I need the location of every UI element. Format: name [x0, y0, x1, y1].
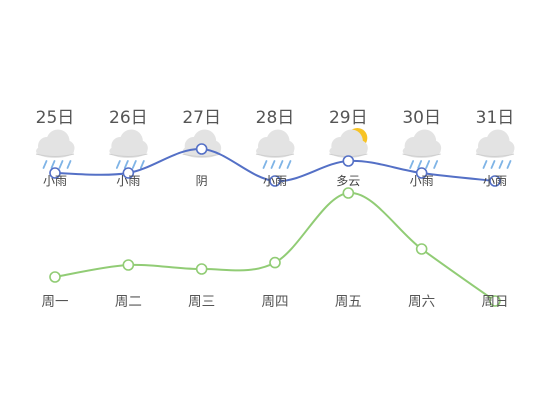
- weekday-label: 周五: [335, 294, 362, 310]
- low-temp-point: [415, 243, 428, 255]
- date-label: 26日: [109, 108, 148, 128]
- low-temp-line: [54, 191, 496, 302]
- light-rain-icon: [35, 129, 75, 169]
- low-temp-point: [342, 187, 355, 199]
- low-temp-point: [122, 259, 135, 271]
- date-label: 31日: [476, 108, 515, 128]
- weather-label: 小雨: [263, 174, 287, 188]
- weather-label: 多云: [336, 174, 360, 188]
- low-temp-point: [489, 295, 501, 307]
- date-label: 27日: [182, 108, 221, 128]
- weekday-label: 周四: [261, 294, 288, 310]
- weekday-label: 周二: [115, 294, 142, 310]
- date-label: 29日: [329, 108, 368, 128]
- light-rain-icon: [109, 129, 148, 169]
- high-temp-point: [195, 143, 208, 155]
- weekday-label: 周日: [481, 294, 508, 310]
- date-label: 25日: [36, 108, 75, 128]
- weekday-label: 周一: [42, 294, 69, 310]
- light-rain-icon: [402, 129, 442, 169]
- low-temp-point: [269, 256, 281, 269]
- light-rain-icon: [255, 129, 295, 169]
- date-label: 30日: [402, 108, 441, 128]
- weekday-label: 周六: [408, 294, 435, 310]
- weather-label: 小雨: [43, 174, 67, 188]
- weather-label: 小雨: [483, 174, 507, 188]
- high-temp-point: [489, 175, 501, 187]
- weather-label: 小雨: [410, 174, 434, 188]
- low-temp-point: [195, 263, 208, 275]
- high-temp-point: [415, 167, 428, 179]
- high-temp-point: [342, 155, 355, 167]
- weekday-label: 周三: [188, 294, 215, 310]
- high-temp-point: [269, 175, 281, 187]
- light-rain-icon: [475, 129, 515, 169]
- low-temp-point: [49, 271, 61, 283]
- weather-label: 小雨: [116, 174, 140, 188]
- high-temp-point: [122, 167, 135, 179]
- date-label: 28日: [256, 108, 295, 128]
- weather-label: 阴: [196, 174, 208, 188]
- high-temp-point: [49, 167, 61, 179]
- partly-cloudy-icon: [329, 128, 368, 158]
